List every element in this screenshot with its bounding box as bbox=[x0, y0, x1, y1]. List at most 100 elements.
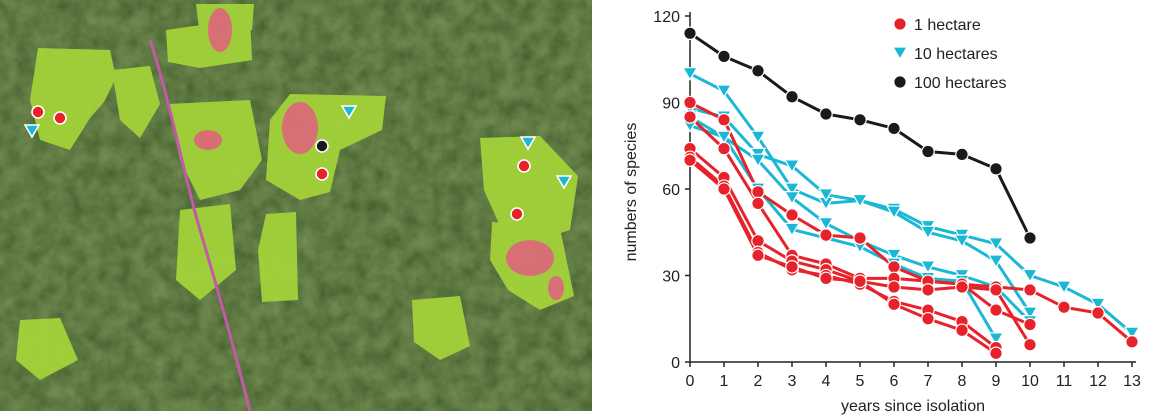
data-point bbox=[683, 95, 697, 110]
data-point bbox=[751, 196, 765, 211]
y-tick-label: 90 bbox=[662, 96, 680, 113]
series-line bbox=[689, 156, 997, 349]
data-point bbox=[1023, 317, 1037, 332]
marker-1-hectare bbox=[315, 167, 329, 181]
y-tick-label: 0 bbox=[671, 355, 680, 372]
data-point bbox=[819, 228, 833, 242]
data-point bbox=[683, 110, 697, 124]
clearing-patch bbox=[30, 48, 116, 150]
data-point bbox=[1023, 337, 1037, 352]
marker-10-hectares bbox=[23, 124, 41, 139]
data-point bbox=[953, 234, 971, 249]
y-ticks: 0 30 60 90 120 bbox=[653, 9, 690, 372]
data-point bbox=[717, 113, 731, 127]
data-point bbox=[887, 260, 901, 274]
data-point bbox=[817, 217, 835, 231]
x-tick-label: 13 bbox=[1123, 373, 1141, 390]
data-point bbox=[683, 153, 697, 167]
x-tick-label: 3 bbox=[788, 373, 797, 390]
data-point bbox=[853, 113, 867, 127]
x-tick-label: 11 bbox=[1056, 373, 1073, 390]
data-point bbox=[819, 107, 833, 121]
clearing-patch bbox=[16, 318, 78, 380]
data-point bbox=[785, 89, 799, 104]
data-point bbox=[1125, 335, 1139, 349]
data-point bbox=[853, 231, 867, 245]
legend-box bbox=[878, 4, 1150, 102]
legend: 1 hectare 10 hectares 100 hectares bbox=[878, 4, 1150, 102]
data-point bbox=[955, 147, 969, 162]
legend-marker bbox=[893, 17, 907, 31]
pink-area bbox=[208, 8, 232, 52]
data-point bbox=[783, 222, 801, 237]
series-line bbox=[689, 72, 1133, 335]
marker-1-hectare bbox=[53, 111, 67, 125]
data-point bbox=[751, 185, 765, 199]
data-point bbox=[885, 248, 903, 263]
data-point bbox=[1021, 306, 1039, 321]
legend-marker bbox=[893, 75, 907, 89]
data-point bbox=[783, 159, 801, 174]
clearing-patch bbox=[412, 296, 470, 360]
clearing-patch bbox=[258, 212, 298, 302]
data-point bbox=[921, 311, 935, 326]
data-point bbox=[715, 84, 733, 99]
data-point bbox=[989, 346, 1003, 361]
legend-label: 1 hectare bbox=[914, 17, 981, 34]
data-point bbox=[749, 153, 767, 168]
marker-1-hectare bbox=[517, 159, 531, 173]
y-tick-label: 120 bbox=[653, 9, 680, 26]
legend-marker bbox=[891, 46, 909, 61]
forest-fragment-map bbox=[0, 0, 592, 411]
x-tick-label: 2 bbox=[754, 373, 763, 390]
data-point bbox=[987, 237, 1005, 251]
data-point bbox=[1089, 297, 1107, 312]
series-line bbox=[689, 115, 998, 340]
data-point bbox=[989, 162, 1003, 176]
data-point bbox=[989, 303, 1003, 317]
road bbox=[148, 39, 252, 411]
data-point bbox=[785, 260, 799, 274]
pink-area bbox=[506, 240, 554, 276]
marker-1-hectare bbox=[31, 105, 45, 119]
data-point bbox=[853, 274, 867, 289]
y-tick-label: 60 bbox=[662, 182, 680, 199]
pink-areas bbox=[194, 8, 564, 300]
data-point bbox=[717, 182, 731, 196]
pink-area bbox=[194, 130, 222, 150]
data-point bbox=[715, 130, 733, 145]
data-point bbox=[751, 234, 765, 248]
x-axis-label: years since isolation bbox=[841, 398, 985, 415]
data-point bbox=[1021, 268, 1039, 283]
x-ticks: 0 1 2 3 4 5 6 7 8 9 10 11 12 13 bbox=[686, 362, 1141, 390]
clearing-patch bbox=[112, 66, 160, 138]
data-point bbox=[683, 26, 697, 41]
data-point bbox=[885, 205, 903, 220]
data-point bbox=[919, 260, 937, 275]
clearing-patch bbox=[168, 100, 262, 200]
marker-10-hectares bbox=[519, 136, 537, 151]
legend-label: 10 hectares bbox=[914, 46, 998, 63]
data-point bbox=[1055, 280, 1073, 295]
data-point bbox=[887, 297, 901, 312]
x-tick-label: 8 bbox=[958, 373, 967, 390]
series-markers bbox=[681, 26, 1141, 361]
data-point bbox=[785, 208, 799, 222]
data-point bbox=[783, 191, 801, 205]
data-point bbox=[1023, 283, 1037, 297]
data-point bbox=[955, 323, 969, 338]
data-point bbox=[887, 121, 901, 136]
y-tick-label: 30 bbox=[662, 269, 680, 286]
data-point bbox=[783, 182, 801, 197]
data-point bbox=[717, 141, 731, 156]
series-line bbox=[689, 159, 997, 355]
clearing-patch bbox=[480, 136, 578, 240]
x-tick-label: 12 bbox=[1089, 373, 1107, 390]
data-point bbox=[851, 193, 869, 208]
data-point bbox=[749, 130, 767, 145]
data-point bbox=[1123, 326, 1141, 341]
marker-10-hectares bbox=[555, 175, 573, 190]
map-markers bbox=[23, 105, 573, 221]
data-point bbox=[1057, 300, 1071, 315]
x-tick-label: 9 bbox=[992, 373, 1001, 390]
